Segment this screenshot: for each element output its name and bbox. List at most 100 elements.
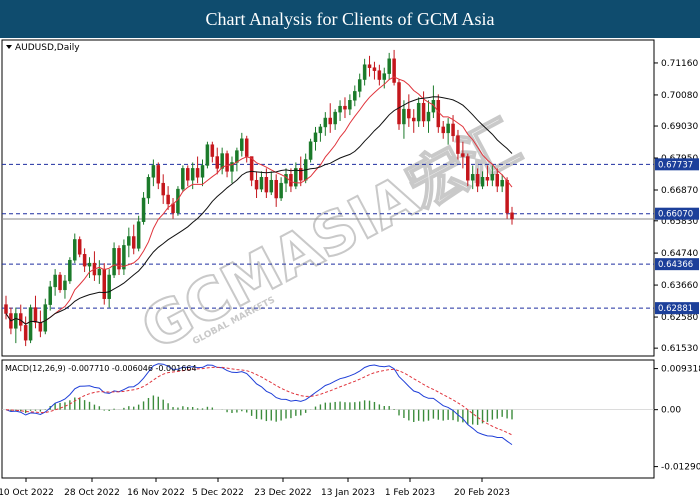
candle	[485, 165, 490, 187]
candle-body	[122, 245, 126, 270]
candle	[171, 198, 175, 219]
signal-line	[5, 366, 513, 436]
candle	[220, 147, 224, 175]
level-tag-box	[655, 207, 699, 220]
main-panel-frame	[1, 39, 655, 357]
candle	[294, 162, 298, 190]
macd-tick-label: 0.00	[661, 406, 681, 416]
macd-tick-label: -0.012903	[661, 463, 700, 473]
candle-body	[82, 254, 87, 267]
candle-body	[225, 153, 229, 172]
candle	[264, 168, 269, 198]
candle-body	[416, 102, 421, 122]
candle-body	[254, 179, 259, 190]
candle	[407, 94, 411, 127]
candle-body	[4, 304, 8, 314]
candle-body	[220, 153, 224, 169]
level-tag-label: 0.62881	[658, 304, 693, 314]
candle	[58, 272, 62, 293]
candle-body	[426, 111, 431, 122]
candle	[151, 159, 156, 187]
candle	[82, 248, 87, 273]
macd-label: MACD(12,26,9) -0.007710 -0.006046 -0.001…	[5, 364, 197, 373]
candle-body	[141, 197, 146, 222]
candle-body	[14, 313, 18, 329]
candle	[205, 141, 210, 169]
candle-body	[205, 144, 210, 166]
candle-body	[200, 165, 205, 178]
candle	[441, 121, 445, 139]
candle-body	[48, 286, 52, 305]
candle-body	[53, 274, 57, 288]
candle-body	[186, 168, 190, 181]
level-tags: 0.67737 0.66070 0.64366 0.62881	[655, 158, 699, 315]
candle-body	[294, 168, 298, 187]
candle	[38, 310, 43, 338]
candle	[53, 269, 57, 296]
candle	[73, 233, 77, 264]
price-tick-label: 0.65830	[661, 217, 698, 227]
candle-body	[402, 108, 406, 125]
candle	[421, 91, 426, 127]
price-tick-label: 0.70080	[661, 91, 698, 101]
candle	[367, 55, 372, 77]
macd-tick-label: 0.009318	[661, 365, 700, 375]
candle	[377, 64, 382, 86]
candle	[362, 58, 367, 86]
candle-body	[68, 259, 72, 282]
candle	[141, 192, 146, 225]
candle-body	[230, 162, 234, 172]
candle	[495, 168, 500, 193]
candle	[456, 129, 460, 160]
candle-body	[161, 182, 165, 196]
candle	[166, 186, 170, 210]
candle	[318, 123, 323, 142]
time-tick-label: 1 Feb 2023	[385, 488, 435, 498]
candle	[323, 112, 328, 136]
candle-body	[156, 165, 161, 184]
time-axis: 10 Oct 2022 28 Oct 2022 16 Nov 2022 5 Dec 2…	[0, 478, 510, 498]
candle-body	[466, 156, 470, 181]
price-tick-label: 0.62580	[661, 313, 698, 323]
candle	[156, 162, 161, 190]
candle	[299, 156, 303, 187]
candle	[181, 165, 185, 193]
candle-body	[323, 117, 328, 128]
candle	[146, 174, 151, 204]
price-tick-label: 0.69030	[661, 122, 698, 132]
macd-line	[5, 363, 513, 446]
candle-body	[33, 307, 38, 323]
panel-frames	[1, 39, 655, 479]
level-tag: 0.62881	[655, 302, 699, 315]
candle-body	[397, 82, 401, 125]
candle	[475, 168, 480, 193]
candle-body	[475, 174, 480, 187]
candle-body	[107, 274, 111, 299]
candle-body	[510, 212, 514, 220]
candle-body	[136, 221, 141, 249]
candle	[372, 61, 377, 80]
candle	[97, 260, 102, 284]
candle	[343, 97, 347, 119]
candle-body	[485, 177, 490, 181]
candle-body	[313, 132, 318, 142]
candle	[416, 97, 421, 127]
level-tag-label: 0.64366	[658, 260, 693, 270]
candle	[357, 73, 362, 98]
level-tag-box	[655, 302, 699, 315]
candle	[112, 242, 116, 278]
candle	[313, 126, 318, 151]
candle	[333, 109, 337, 130]
time-tick-label: 10 Oct 2022	[0, 488, 54, 498]
candle	[195, 156, 200, 184]
candle	[490, 165, 495, 187]
candle-body	[259, 177, 264, 190]
candle	[131, 224, 136, 255]
candle-body	[215, 156, 219, 169]
time-tick-label: 20 Feb 2023	[454, 488, 510, 498]
candle	[230, 156, 234, 184]
watermark-text: GCMASIA宏汇	[131, 107, 531, 363]
price-tick-label: 0.66870	[661, 186, 698, 196]
candle-body	[451, 123, 455, 137]
candle-body	[446, 123, 450, 134]
